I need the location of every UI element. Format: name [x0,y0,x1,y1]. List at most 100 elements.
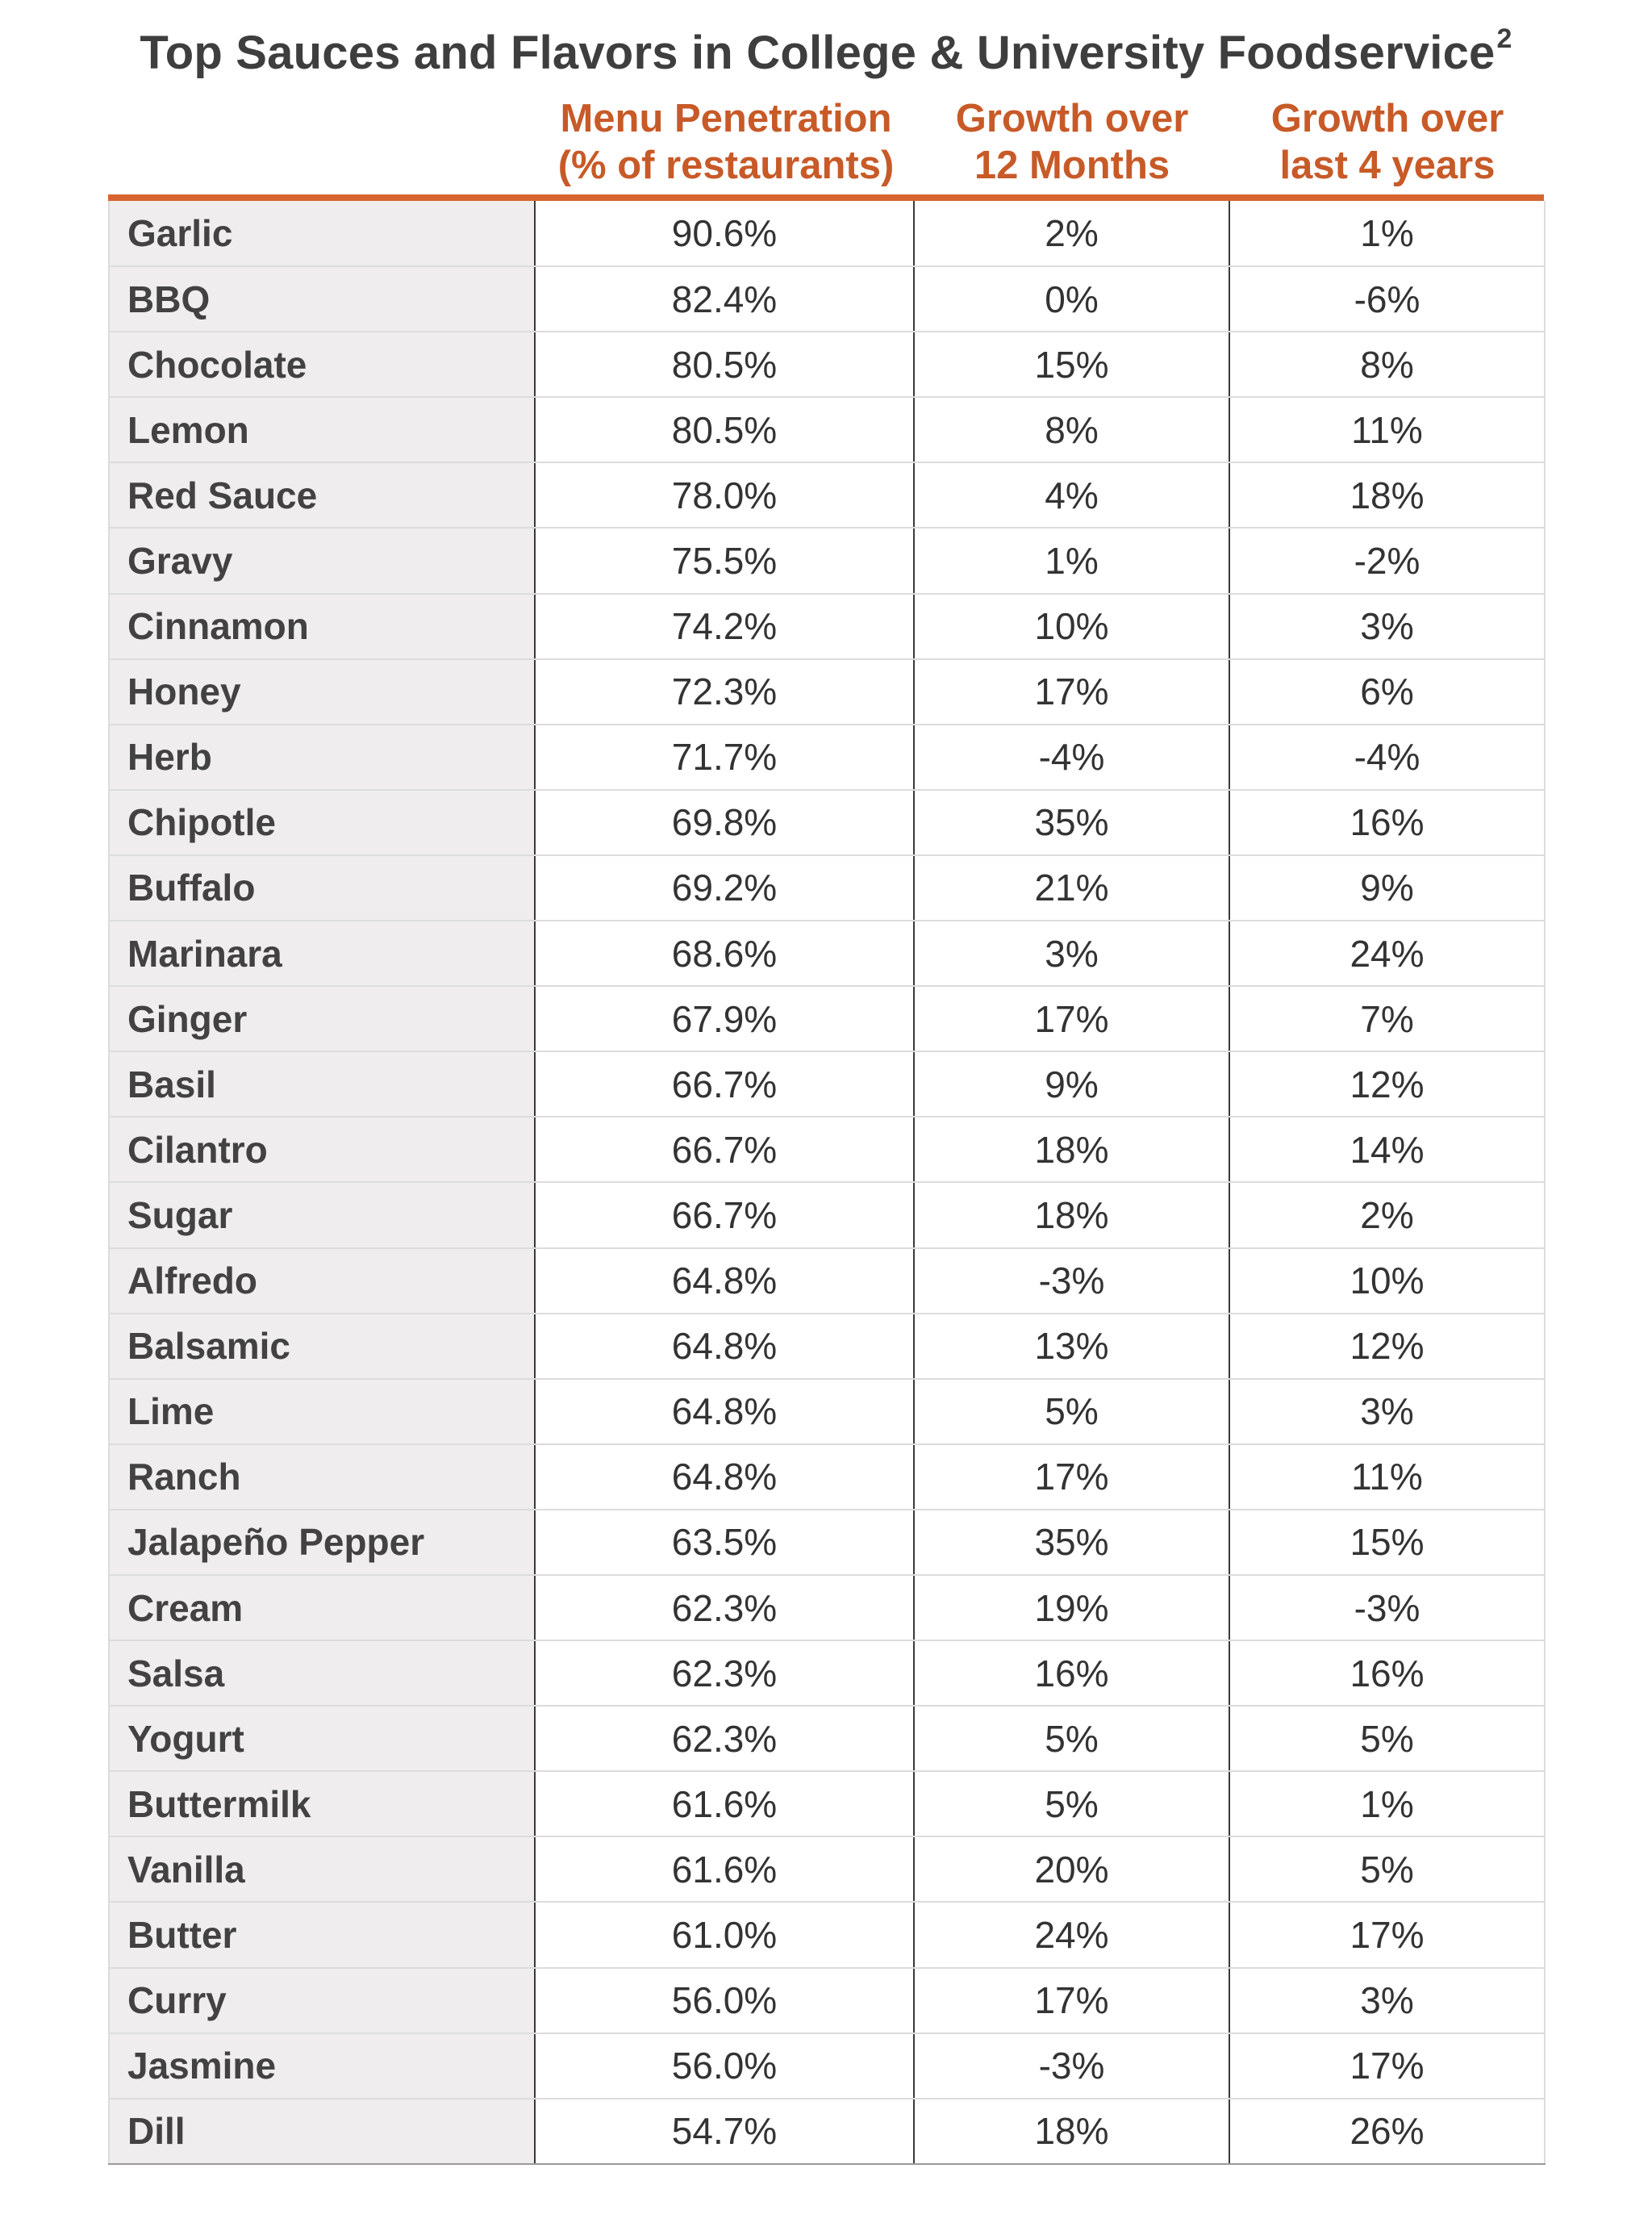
menu-penetration-cell: 69.8% [534,789,914,856]
table-row: Herb 71.7% -4% -4% [108,724,1546,791]
growth-4-years-cell: 11% [1229,1443,1546,1510]
header-menu-penetration-line2: (% of restaurants) [557,144,895,187]
growth-12-months-cell: 21% [913,854,1229,922]
table-row: Alfredo 64.8% -3% 10% [108,1247,1546,1314]
table-row: Cinnamon 74.2% 10% 3% [108,593,1546,660]
flavor-name-cell: Red Sauce [108,462,535,529]
menu-penetration-cell: 61.6% [534,1836,914,1903]
growth-12-months-cell: 0% [913,266,1229,333]
growth-12-months-cell: 35% [913,789,1229,856]
header-divider [108,194,1544,201]
table-row: Basil 66.7% 9% 12% [108,1051,1546,1118]
growth-12-months-cell: -4% [913,724,1229,791]
flavor-name-cell: Vanilla [108,1836,535,1903]
growth-4-years-cell: 12% [1229,1313,1546,1380]
growth-4-years-cell: 3% [1229,593,1546,660]
menu-penetration-cell: 68.6% [534,921,914,988]
menu-penetration-cell: 64.8% [534,1443,914,1510]
growth-4-years-cell: 16% [1229,1640,1546,1707]
growth-4-years-cell: 12% [1229,1051,1546,1118]
growth-4-years-cell: 5% [1229,1836,1546,1903]
menu-penetration-cell: 62.3% [534,1574,914,1642]
menu-penetration-cell: 54.7% [534,2098,914,2165]
growth-12-months-cell: 17% [913,986,1229,1053]
growth-4-years-cell: 26% [1229,2098,1546,2165]
menu-penetration-cell: 71.7% [534,724,914,791]
growth-12-months-cell: 17% [913,1443,1229,1510]
flavor-name-cell: BBQ [108,266,535,333]
table-row: Lemon 80.5% 8% 11% [108,397,1546,464]
growth-4-years-cell: 14% [1229,1117,1546,1184]
table-row: Honey 72.3% 17% 6% [108,658,1546,725]
table-row: Balsamic 64.8% 13% 12% [108,1313,1546,1380]
table-row: Ranch 64.8% 17% 11% [108,1443,1546,1510]
growth-12-months-cell: 16% [913,1640,1229,1707]
flavor-name-cell: Chipotle [108,789,535,856]
growth-4-years-cell: 6% [1229,658,1546,725]
table-row: Garlic 90.6% 2% 1% [108,201,1546,268]
menu-penetration-cell: 66.7% [534,1051,914,1118]
header-growth-12-months: Growth over 12 Months [915,95,1229,189]
menu-penetration-cell: 61.0% [534,1902,914,1969]
table-row: Sugar 66.7% 18% 2% [108,1182,1546,1249]
flavor-name-cell: Cinnamon [108,593,535,660]
menu-penetration-cell: 69.2% [534,854,914,922]
footnote-marker: 2 [1496,23,1512,54]
growth-12-months-cell: 20% [913,1836,1229,1903]
table-row: Butter 61.0% 24% 17% [108,1902,1546,1969]
growth-4-years-cell: 2% [1229,1182,1546,1249]
table-row: Red Sauce 78.0% 4% 18% [108,462,1546,529]
growth-4-years-cell: 9% [1229,854,1546,922]
menu-penetration-cell: 62.3% [534,1640,914,1707]
table-row: Ginger 67.9% 17% 7% [108,986,1546,1053]
growth-12-months-cell: 15% [913,332,1229,399]
flavor-name-cell: Lemon [108,397,535,464]
table-row: Marinara 68.6% 3% 24% [108,921,1546,988]
menu-penetration-cell: 74.2% [534,593,914,660]
table-row: Cream 62.3% 19% -3% [108,1574,1546,1642]
flavor-name-cell: Gravy [108,528,535,595]
growth-4-years-cell: 15% [1229,1509,1546,1576]
growth-12-months-cell: 18% [913,1117,1229,1184]
growth-12-months-cell: 17% [913,658,1229,725]
table-row: Lime 64.8% 5% 3% [108,1378,1546,1445]
growth-4-years-cell: 7% [1229,986,1546,1053]
menu-penetration-cell: 82.4% [534,266,914,333]
growth-4-years-cell: 3% [1229,1378,1546,1445]
growth-4-years-cell: 3% [1229,1967,1546,2034]
table-row: Curry 56.0% 17% 3% [108,1967,1546,2034]
growth-4-years-cell: 5% [1229,1706,1546,1773]
table-row: Dill 54.7% 18% 26% [108,2098,1546,2165]
flavor-name-cell: Sugar [108,1182,535,1249]
flavor-name-cell: Buttermilk [108,1771,535,1838]
table-row: Vanilla 61.6% 20% 5% [108,1836,1546,1903]
flavor-name-cell: Ginger [108,986,535,1053]
menu-penetration-cell: 80.5% [534,397,914,464]
growth-4-years-cell: 16% [1229,789,1546,856]
menu-penetration-cell: 66.7% [534,1117,914,1184]
menu-penetration-cell: 80.5% [534,332,914,399]
growth-4-years-cell: 17% [1229,1902,1546,1969]
flavor-name-cell: Alfredo [108,1247,535,1314]
flavor-name-cell: Cilantro [108,1117,535,1184]
growth-4-years-cell: -2% [1229,528,1546,595]
header-growth-4-years-line2: last 4 years [1279,144,1496,187]
flavor-name-cell: Garlic [108,201,535,268]
growth-12-months-cell: 18% [913,2098,1229,2165]
growth-12-months-cell: 19% [913,1574,1229,1642]
header-growth-4-years-line1: Growth over [1270,97,1504,140]
flavor-name-cell: Ranch [108,1443,535,1510]
growth-4-years-cell: 11% [1229,397,1546,464]
table-row: Gravy 75.5% 1% -2% [108,528,1546,595]
growth-12-months-cell: 17% [913,1967,1229,2034]
growth-12-months-cell: 5% [913,1771,1229,1838]
flavor-name-cell: Balsamic [108,1313,535,1380]
flavor-name-cell: Marinara [108,921,535,988]
menu-penetration-cell: 64.8% [534,1247,914,1314]
table-row: Yogurt 62.3% 5% 5% [108,1706,1546,1773]
flavor-name-cell: Cream [108,1574,535,1642]
flavor-name-cell: Salsa [108,1640,535,1707]
growth-12-months-cell: -3% [913,2033,1229,2099]
growth-4-years-cell: 17% [1229,2033,1546,2099]
growth-4-years-cell: 18% [1229,462,1546,529]
